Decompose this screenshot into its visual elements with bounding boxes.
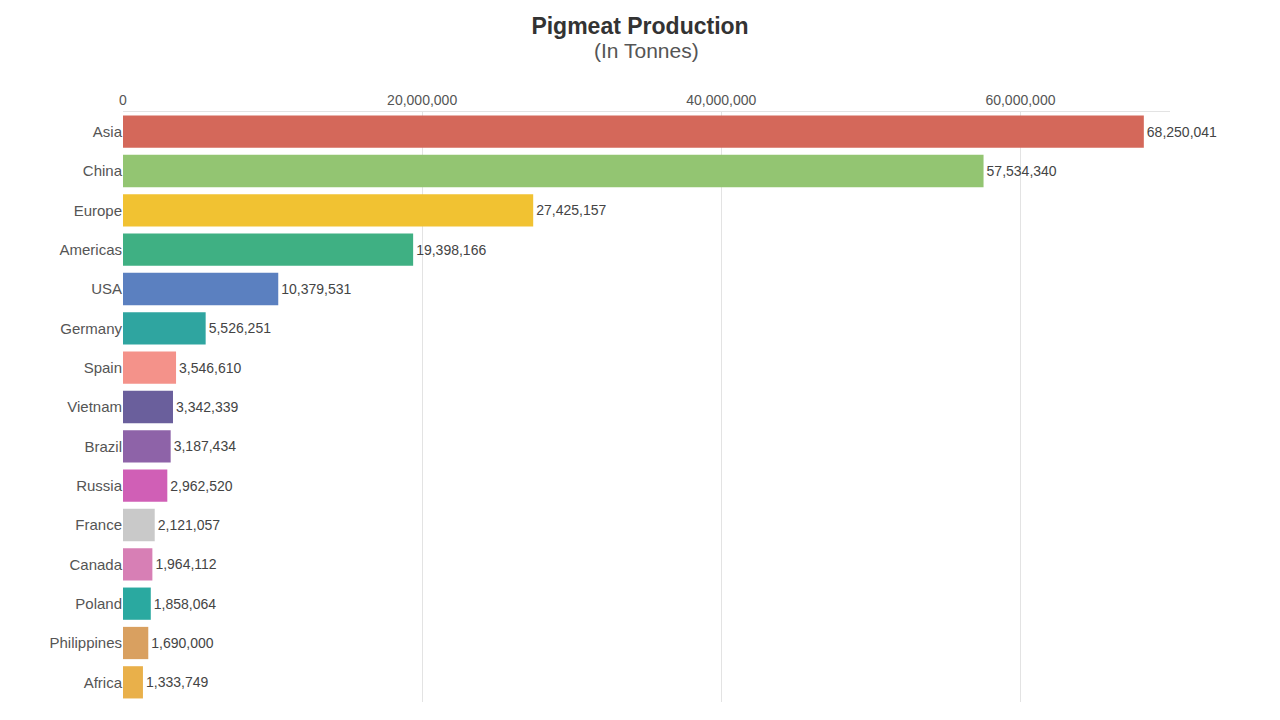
svg-text:57,534,340: 57,534,340 (987, 163, 1057, 179)
svg-text:3,342,339: 3,342,339 (176, 399, 238, 415)
svg-text:Spain: Spain (84, 359, 122, 376)
svg-text:Asia: Asia (93, 123, 123, 140)
svg-text:Germany: Germany (60, 320, 122, 337)
svg-text:Poland: Poland (75, 595, 122, 612)
svg-text:3,546,610: 3,546,610 (179, 360, 241, 376)
svg-text:60,000,000: 60,000,000 (985, 92, 1055, 108)
svg-text:France: France (75, 516, 122, 533)
svg-text:5,526,251: 5,526,251 (209, 320, 271, 336)
svg-text:Americas: Americas (59, 241, 122, 258)
svg-text:20,000,000: 20,000,000 (387, 92, 457, 108)
svg-text:0: 0 (119, 92, 127, 108)
svg-text:Pigmeat Production: Pigmeat Production (531, 13, 748, 39)
svg-text:1,333,749: 1,333,749 (146, 674, 208, 690)
svg-text:(In Tonnes): (In Tonnes) (594, 39, 699, 62)
svg-text:Canada: Canada (69, 556, 122, 573)
svg-text:Philippines: Philippines (49, 634, 122, 651)
svg-text:Russia: Russia (76, 477, 123, 494)
svg-text:2,962,520: 2,962,520 (170, 478, 232, 494)
svg-text:68,250,041: 68,250,041 (1147, 124, 1217, 140)
svg-text:1,690,000: 1,690,000 (151, 635, 213, 651)
svg-text:Brazil: Brazil (84, 438, 122, 455)
svg-text:3,187,434: 3,187,434 (174, 438, 236, 454)
svg-text:Vietnam: Vietnam (67, 398, 122, 415)
svg-text:1,964,112: 1,964,112 (155, 556, 216, 572)
svg-text:10,379,531: 10,379,531 (281, 281, 351, 297)
svg-text:27,425,157: 27,425,157 (536, 202, 606, 218)
svg-text:2,121,057: 2,121,057 (158, 517, 220, 533)
svg-text:China: China (83, 162, 123, 179)
svg-text:Africa: Africa (84, 674, 123, 691)
svg-text:Europe: Europe (74, 202, 122, 219)
svg-text:USA: USA (91, 280, 122, 297)
svg-text:40,000,000: 40,000,000 (686, 92, 756, 108)
svg-text:19,398,166: 19,398,166 (416, 242, 486, 258)
svg-text:1,858,064: 1,858,064 (154, 596, 216, 612)
